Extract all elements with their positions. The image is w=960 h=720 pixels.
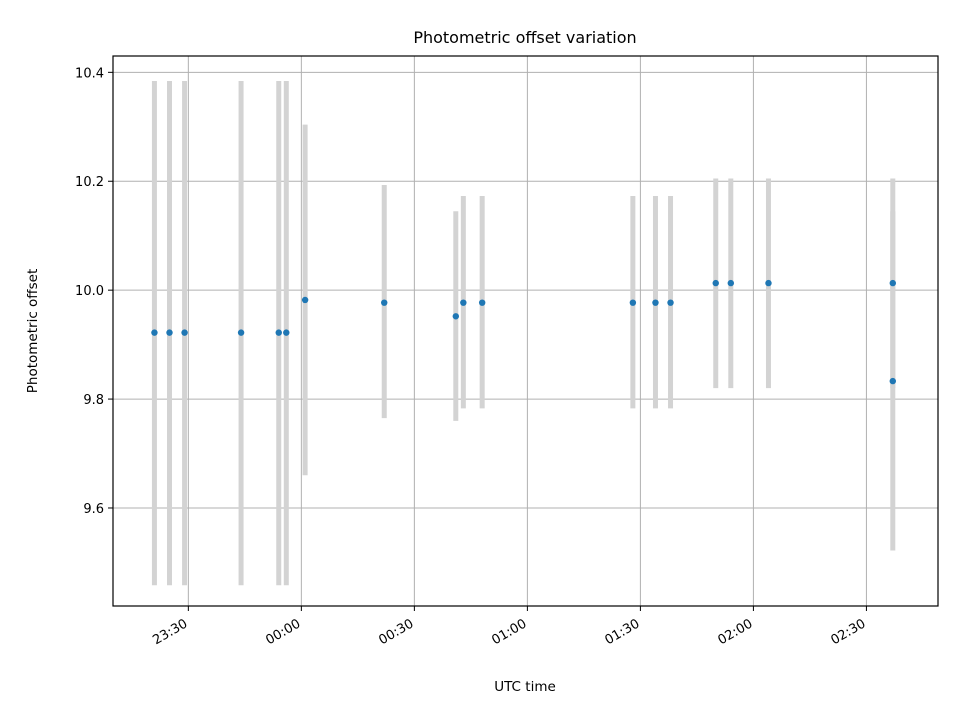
data-point [283,329,290,336]
x-tick-label: 00:00 [263,616,303,648]
data-point [478,299,486,306]
data-point [151,329,158,336]
x-tick-label: 02:30 [828,616,868,648]
y-tick-label: 9.6 [83,502,104,517]
y-axis-label: Photometric offset [25,269,41,393]
data-point [452,313,460,320]
x-axis-ticks: 23:30 00:00 00:30 01:00 01:30 02:00 02:30 [150,606,868,648]
data-point [889,279,896,287]
plot-frame [112,55,939,607]
y-tick-label: 9.8 [83,393,104,408]
data-point [275,329,282,336]
data-point [889,377,896,385]
data-point [765,279,772,287]
data-points [151,279,896,385]
y-tick-label: 10.0 [75,284,104,299]
data-point [712,279,719,287]
data-point [181,329,188,336]
data-point [460,299,467,306]
x-tick-label: 00:30 [376,616,416,648]
data-point [652,299,659,306]
data-point [667,299,674,306]
y-axis-ticks: 9.6 9.8 10.0 10.2 10.4 [75,66,113,517]
data-point [727,279,735,287]
x-tick-label: 23:30 [150,616,190,648]
x-axis-label: UTC time [494,679,556,695]
x-tick-label: 02:00 [715,616,755,648]
x-tick-label: 01:30 [602,616,642,648]
data-point [166,329,173,336]
data-point [301,296,309,304]
y-tick-label: 10.4 [75,66,104,81]
y-tick-label: 10.2 [75,175,104,190]
x-tick-label: 01:00 [489,616,529,648]
data-point [237,329,245,336]
data-point [629,299,637,306]
error-bars [151,81,896,586]
chart-title: Photometric offset variation [413,28,636,47]
data-point [381,299,388,306]
grid [113,56,938,606]
